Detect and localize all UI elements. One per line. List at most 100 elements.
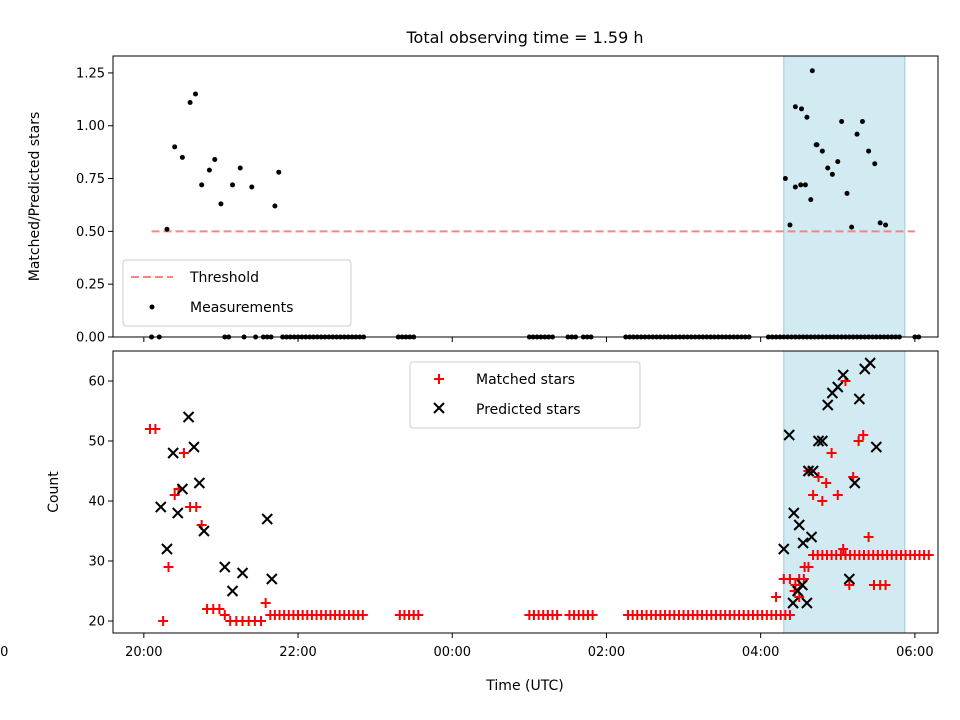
predicted-star-point <box>787 597 799 609</box>
measurement-point <box>883 222 889 228</box>
measurement-point <box>829 171 835 177</box>
measurement-point <box>798 182 804 188</box>
legend-predicted-label: Predicted stars <box>476 402 581 418</box>
predicted-star-point <box>797 537 809 549</box>
matched-star-point <box>191 502 202 512</box>
bottom-axes-frame <box>112 350 939 634</box>
measurement-point <box>825 165 831 171</box>
predicted-star-point <box>188 441 200 453</box>
measurement-point <box>187 99 193 105</box>
x-tick-label: 06:00 <box>896 645 933 660</box>
predicted-star-point <box>864 357 876 369</box>
predicted-star-point <box>172 507 184 519</box>
top-legend-box <box>122 259 352 327</box>
ratio-panel: Total observing time = 1.59 h 0.000.250.… <box>27 28 939 346</box>
y-tick-label: 50 <box>88 435 105 450</box>
predicted-star-point <box>198 525 210 537</box>
matched-star-point <box>880 580 891 590</box>
predicted-star-point <box>236 567 249 579</box>
matched-star-point <box>853 436 864 446</box>
x-tick-label: 20:00 <box>125 645 162 660</box>
measurement-point <box>872 161 878 167</box>
legend-predicted-swatch <box>433 402 445 414</box>
predicted-star-point <box>226 585 239 597</box>
measurement-point <box>164 226 170 232</box>
y-tick-label: 0.00 <box>76 331 105 346</box>
bottom-x-ticks: 18:00 20:00 22:00 00:00 02:00 04:00 06:00 <box>0 633 934 660</box>
predicted-stars-points <box>155 357 883 609</box>
predicted-star-point <box>783 429 795 441</box>
x-tick-label: 04:00 <box>742 645 779 660</box>
predicted-star-point <box>266 573 278 585</box>
legend-matched-label: Matched stars <box>476 372 575 388</box>
measurement-point <box>276 169 282 175</box>
matched-star-point <box>799 562 810 572</box>
measurement-point <box>782 176 788 182</box>
matched-star-point <box>214 604 225 614</box>
predicted-star-point <box>261 513 273 525</box>
matched-star-point <box>858 430 869 440</box>
matched-star-point <box>163 562 174 572</box>
measurement-point <box>844 190 850 196</box>
predicted-star-point <box>801 597 813 609</box>
matched-star-point <box>838 544 849 554</box>
measurement-point <box>199 182 205 188</box>
matched-star-point <box>817 496 828 506</box>
measurement-point <box>206 167 212 173</box>
y-tick-label: 60 <box>88 375 105 390</box>
measurement-point <box>230 182 236 188</box>
measurement-point <box>813 142 819 148</box>
matched-star-point <box>219 610 230 620</box>
matched-star-point <box>178 448 189 458</box>
matched-star-point <box>771 592 782 602</box>
bottom-y-ticks: 20 30 40 50 60 <box>88 375 113 630</box>
measurement-point <box>179 154 185 160</box>
y-tick-label: 1.00 <box>76 119 105 134</box>
x-axis-label: Time (UTC) <box>485 678 563 694</box>
matched-star-point <box>844 580 855 590</box>
highlight-span <box>783 350 906 634</box>
predicted-star-point <box>843 573 856 585</box>
measurement-point <box>212 157 218 163</box>
predicted-star-point <box>778 543 790 555</box>
measurement-point <box>854 131 860 137</box>
top-x-ticks <box>143 337 916 342</box>
top-y-ticks: 0.00 0.25 0.50 0.75 1.00 1.25 <box>76 66 113 346</box>
observing-window-span-bottom <box>783 350 906 634</box>
measurement-point <box>249 184 255 190</box>
legend-measurements-label: Measurements <box>190 300 293 316</box>
matched-star-point <box>863 532 874 542</box>
top-y-axis-label: Matched/Predicted stars <box>27 112 43 282</box>
highlight-span <box>783 55 906 338</box>
measurement-point <box>835 159 841 165</box>
top-legend: Threshold Measurements <box>122 259 352 327</box>
matched-star-point <box>826 448 837 458</box>
matched-star-point <box>413 610 424 620</box>
matched-star-point <box>832 490 843 500</box>
measurement-point <box>802 182 808 188</box>
matched-star-point <box>784 574 795 584</box>
measurement-point <box>237 165 243 171</box>
matched-star-point <box>357 610 368 620</box>
measurement-point <box>792 184 798 190</box>
measurement-point <box>799 106 805 112</box>
measurement-point <box>839 118 845 124</box>
matched-star-point <box>808 490 819 500</box>
matched-star-point <box>784 610 795 620</box>
y-tick-label: 30 <box>88 555 105 570</box>
measurement-point <box>849 224 855 230</box>
matched-star-point <box>256 616 267 626</box>
measurement-point <box>172 144 178 150</box>
matched-star-point <box>587 610 598 620</box>
count-panel: 20 30 40 50 60 18:00 20:00 22:00 00:00 02:00 04:0… <box>0 350 939 694</box>
y-tick-label: 0.50 <box>76 225 105 240</box>
predicted-star-point <box>849 477 861 489</box>
predicted-star-point <box>788 507 800 519</box>
measurement-point <box>866 148 872 154</box>
measurement-point <box>218 201 224 207</box>
x-tick-label: 22:00 <box>279 645 316 660</box>
legend-measurements-swatch <box>149 304 155 310</box>
matched-star-point <box>821 478 832 488</box>
predicted-star-point <box>796 579 809 591</box>
